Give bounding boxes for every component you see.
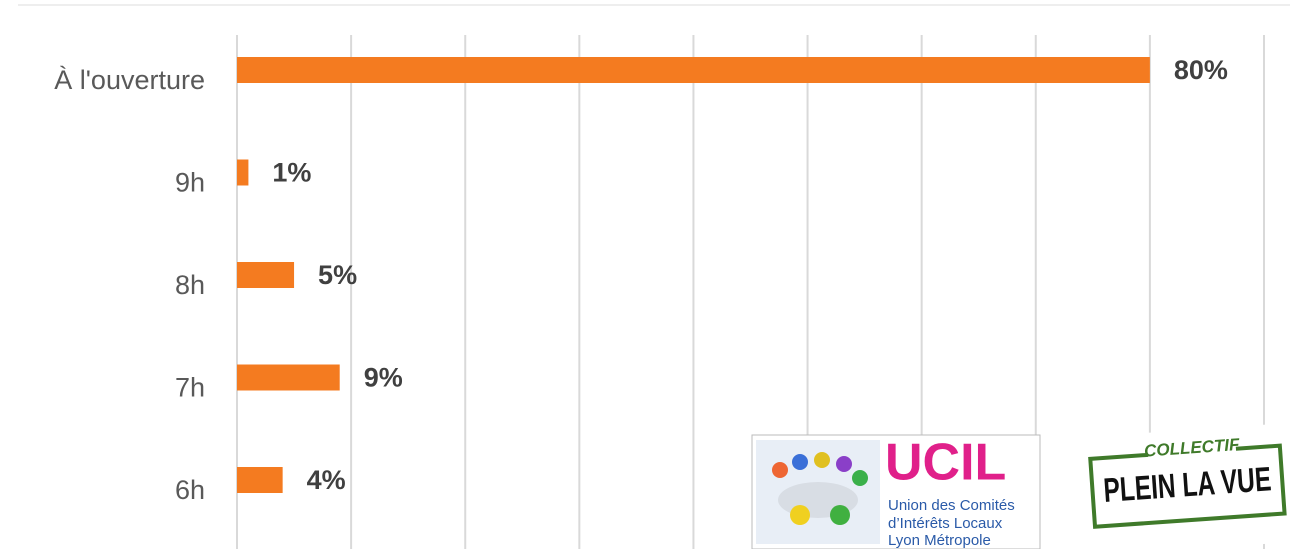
logo-title: UCIL bbox=[885, 434, 1006, 492]
bar bbox=[237, 57, 1150, 83]
ucil-logo: UCIL Union des Comités d’Intérêts Locaux… bbox=[751, 434, 1041, 549]
bars: 80% À l'ouverture 1% 9h 5% 8h 9% 7h 4% 6h bbox=[54, 55, 1228, 505]
logo-person bbox=[830, 505, 850, 525]
category-label: 7h bbox=[175, 373, 205, 403]
logo-person bbox=[772, 462, 788, 478]
value-label: 1% bbox=[272, 158, 311, 188]
logo-person bbox=[792, 454, 808, 470]
logo-border bbox=[1088, 443, 1287, 529]
logo-person bbox=[790, 505, 810, 525]
category-label: 9h bbox=[175, 168, 205, 198]
plein-la-vue-logo: COLLECTIF PLEIN LA VUE bbox=[1071, 422, 1299, 549]
category-label: 8h bbox=[175, 270, 205, 300]
bar bbox=[237, 262, 295, 288]
logo-text: d’Intérêts Locaux bbox=[888, 515, 1003, 532]
value-label: 9% bbox=[364, 363, 403, 393]
category-label: 6h bbox=[175, 475, 205, 505]
value-label: 4% bbox=[307, 465, 346, 495]
logo-person bbox=[852, 470, 868, 486]
category-label: À l'ouverture bbox=[54, 65, 205, 95]
logo-person bbox=[814, 452, 830, 468]
logo-text: Lyon Métropole bbox=[888, 532, 991, 549]
bar bbox=[237, 159, 249, 186]
bar bbox=[237, 364, 340, 391]
value-label: 5% bbox=[318, 260, 357, 290]
bar bbox=[237, 467, 283, 493]
logo-text: Union des Comités bbox=[888, 497, 1015, 514]
value-label: 80% bbox=[1174, 55, 1228, 85]
logo-person bbox=[836, 456, 852, 472]
